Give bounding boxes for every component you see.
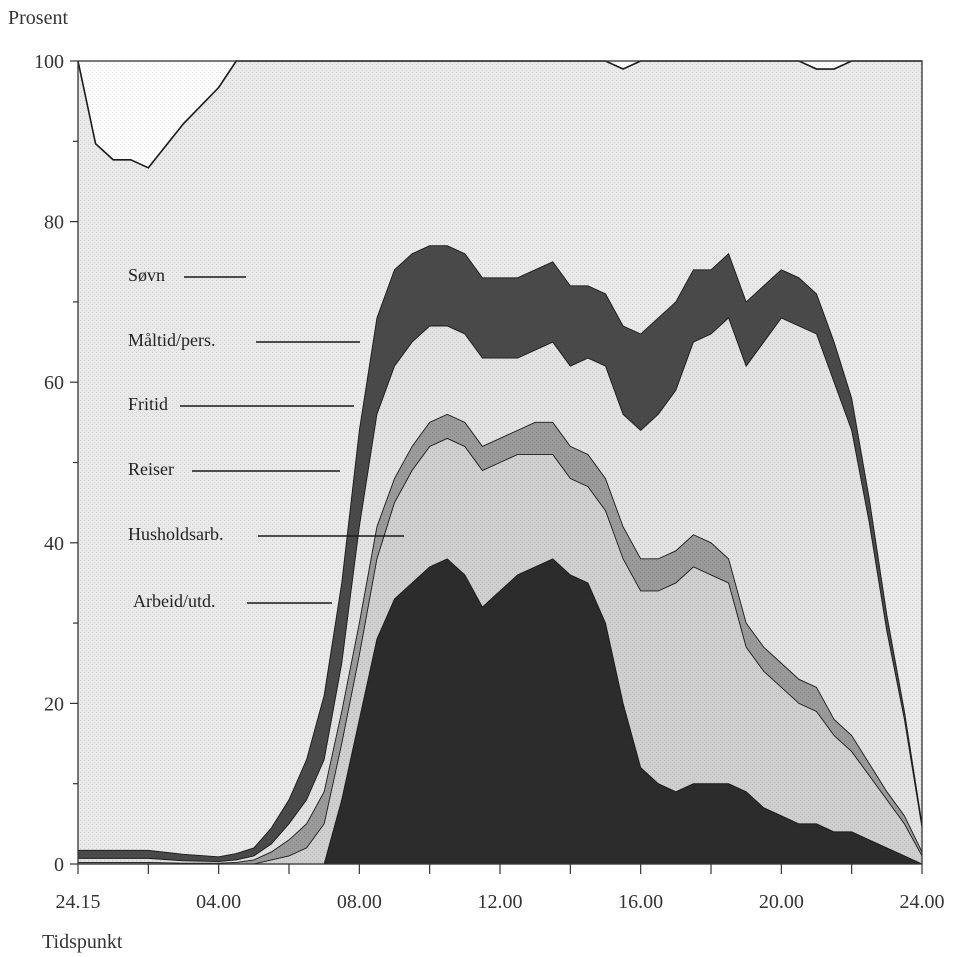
x-tick-label: 04.00: [196, 891, 241, 913]
legend-label: Søvn: [128, 265, 165, 285]
y-tick-label: 100: [34, 51, 64, 73]
x-tick-label: 08.00: [337, 891, 382, 913]
y-tick-label: 80: [44, 212, 64, 234]
legend-label: Måltid/pers.: [128, 330, 216, 350]
axes: 0 20 40 60 80 100 24.15 04.00 08.00 12.00 16.00 20.…: [34, 51, 945, 913]
y-tick-label: 60: [44, 372, 64, 394]
y-tick-label: 20: [44, 693, 64, 715]
legend-label: Husholdsarb.: [128, 524, 224, 544]
x-axis-label: Tidspunkt: [42, 931, 123, 953]
y-tick-label: 40: [44, 533, 64, 555]
legend: Søvn Måltid/pers. Fritid Reiser Husholdsarb.…: [128, 265, 404, 611]
y-axis-label: Prosent: [8, 7, 68, 29]
legend-label: Reiser: [128, 459, 174, 479]
y-tick-label: 0: [54, 854, 64, 876]
x-tick-label: 20.00: [759, 891, 804, 913]
x-tick-label: 12.00: [478, 891, 523, 913]
x-tick-label: 24.00: [900, 891, 945, 913]
stipple-texture: [78, 61, 922, 864]
x-tick-label: 24.15: [56, 891, 101, 913]
x-tick-label: 16.00: [618, 891, 663, 913]
legend-label: Arbeid/utd.: [133, 591, 216, 611]
legend-label: Fritid: [128, 394, 168, 414]
